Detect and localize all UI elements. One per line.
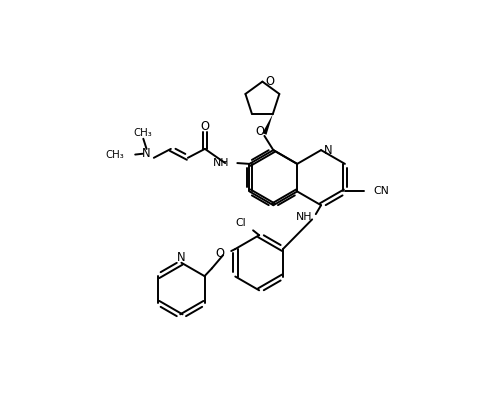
Text: CH₃: CH₃ <box>105 150 124 160</box>
Text: CH₃: CH₃ <box>133 128 152 137</box>
Text: N: N <box>142 147 151 160</box>
Text: O: O <box>265 75 274 88</box>
Text: CN: CN <box>373 186 389 196</box>
Text: NH: NH <box>295 213 312 222</box>
Text: NH: NH <box>213 158 230 168</box>
Text: N: N <box>177 251 186 264</box>
Text: O: O <box>216 246 225 259</box>
Polygon shape <box>262 114 273 135</box>
Text: O: O <box>256 125 265 138</box>
Text: O: O <box>201 120 209 133</box>
Text: N: N <box>324 144 332 157</box>
Text: Cl: Cl <box>235 218 246 228</box>
